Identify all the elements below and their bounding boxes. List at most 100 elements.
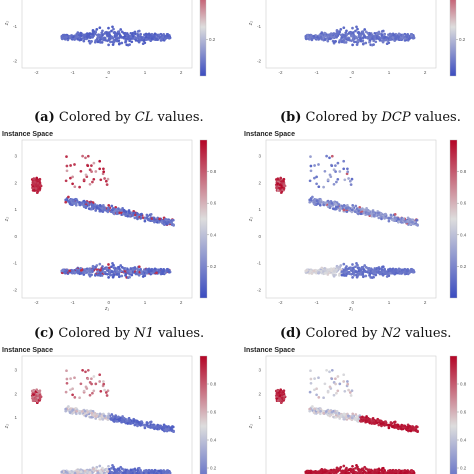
scatter-point — [337, 203, 341, 206]
scatter-point — [169, 220, 172, 224]
scatter-point — [65, 169, 69, 173]
scatter-point — [366, 31, 370, 35]
scatter-point — [129, 470, 133, 474]
scatter-point — [71, 393, 74, 397]
scatter-point — [90, 203, 94, 206]
scatter-point — [105, 183, 109, 186]
scatter-point — [99, 469, 102, 473]
scatter-point — [348, 272, 351, 276]
scatter-point — [140, 471, 143, 474]
caption-label: (a) — [34, 110, 55, 125]
caption-suffix: values. — [401, 326, 452, 341]
scatter-point — [351, 26, 354, 30]
scatter-point — [336, 30, 340, 34]
scatter-point — [309, 35, 312, 39]
scatter-point — [129, 31, 133, 35]
scatter-point — [96, 270, 100, 273]
scatter-point — [105, 32, 109, 35]
scatter-point — [355, 43, 359, 46]
y-tick-label: -2 — [13, 59, 17, 64]
scatter-point — [337, 274, 341, 277]
scatter-point — [121, 212, 125, 216]
y-tick-label: 1 — [258, 207, 261, 212]
scatter-point — [332, 32, 335, 35]
scatter-point — [112, 27, 115, 31]
y-tick-label: 2 — [258, 180, 261, 185]
scatter-point — [119, 269, 123, 273]
x-axis-label: z₁ — [104, 306, 110, 312]
scatter-point — [77, 36, 81, 39]
scatter-point — [102, 380, 105, 383]
scatter-point — [394, 37, 398, 40]
scatter-point — [99, 268, 102, 272]
scatter-point — [88, 267, 91, 271]
scatter-point — [96, 36, 100, 39]
scatter-point — [139, 33, 142, 37]
scatter-point — [157, 469, 161, 473]
scatter-point — [328, 173, 332, 177]
scatter-point — [90, 207, 93, 211]
scatter-point — [161, 35, 165, 39]
scatter-point — [375, 34, 379, 38]
scatter-point — [373, 269, 377, 273]
scatter-point — [158, 217, 161, 221]
caption-symbol: CL — [134, 110, 154, 125]
x-tick-label: 1 — [144, 70, 147, 75]
scatter-point — [340, 273, 344, 277]
scatter-point — [152, 35, 156, 39]
scatter-point — [354, 265, 357, 269]
scatter-points — [30, 368, 175, 474]
scatter-point — [171, 425, 174, 429]
x-axis-label: z₁ — [348, 306, 354, 312]
scatter-points — [274, 154, 419, 279]
scatter-point — [361, 30, 365, 33]
scatter-point — [350, 177, 354, 181]
scatter-point — [361, 39, 365, 43]
scatter-point — [334, 203, 338, 206]
scatter-point — [312, 202, 316, 206]
scatter-point — [351, 203, 355, 207]
x-tick-label: -2 — [278, 70, 282, 75]
scatter-point — [355, 25, 358, 29]
plot-frame — [265, 0, 437, 69]
scatter-point — [98, 416, 102, 420]
scatter-point — [372, 43, 375, 46]
scatter-point — [123, 34, 127, 38]
scatter-point — [92, 265, 96, 269]
scatter-point — [145, 469, 148, 472]
scatter-point — [107, 31, 111, 34]
scatter-point — [145, 421, 149, 424]
scatter-point — [71, 182, 74, 186]
scatter-point — [351, 276, 354, 279]
scatter-point — [117, 42, 121, 46]
scatter-point — [167, 36, 171, 40]
scatter-point — [150, 424, 154, 427]
scatter-point — [312, 34, 316, 38]
scatter-point — [323, 269, 327, 272]
caption-a: (a) Colored by CL values. — [34, 110, 204, 125]
scatter-points — [274, 368, 419, 474]
scatter-point — [101, 172, 105, 176]
scatter-point — [309, 270, 312, 273]
scatter-point — [86, 154, 90, 158]
scatter-point — [383, 268, 386, 271]
scatter-point — [126, 422, 130, 425]
scatter-point — [153, 427, 157, 430]
scatter-point — [405, 35, 409, 39]
scatter-point — [345, 207, 348, 210]
scatter-point — [317, 163, 320, 166]
scatter-point — [79, 382, 83, 386]
scatter-point — [128, 275, 131, 279]
scatter-point — [119, 264, 123, 267]
panel-f: Instance Space 1 2 3 z₂ 0.2 0.4 0.6 0.8 — [242, 344, 474, 474]
scatter-point — [86, 410, 90, 414]
scatter-point — [72, 410, 76, 414]
scatter-point — [347, 177, 350, 180]
scatter-point — [347, 267, 351, 270]
scatter-point — [397, 32, 401, 36]
colorbar-tick-label: 0.2 — [460, 264, 467, 269]
scatter-point — [309, 155, 312, 158]
scatter-point — [118, 33, 121, 36]
scatter-point — [330, 154, 334, 158]
